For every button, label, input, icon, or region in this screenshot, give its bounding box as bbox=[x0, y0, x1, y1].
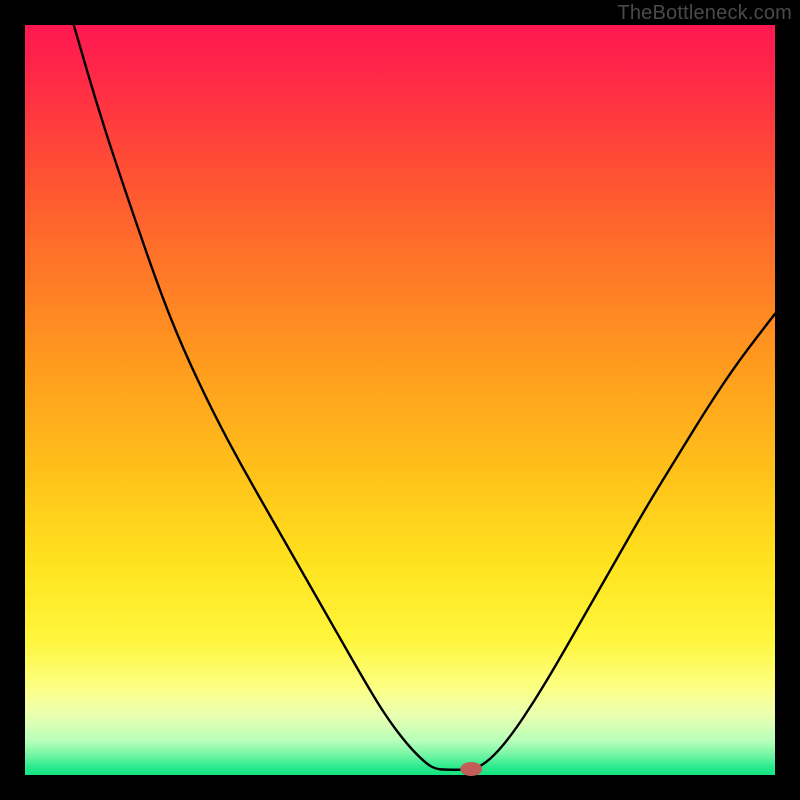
valley-marker bbox=[460, 762, 482, 776]
watermark-text: TheBottleneck.com bbox=[617, 2, 792, 25]
chart-stage: TheBottleneck.com bbox=[0, 0, 800, 800]
bottleneck-chart bbox=[0, 0, 800, 800]
chart-background bbox=[25, 25, 775, 775]
